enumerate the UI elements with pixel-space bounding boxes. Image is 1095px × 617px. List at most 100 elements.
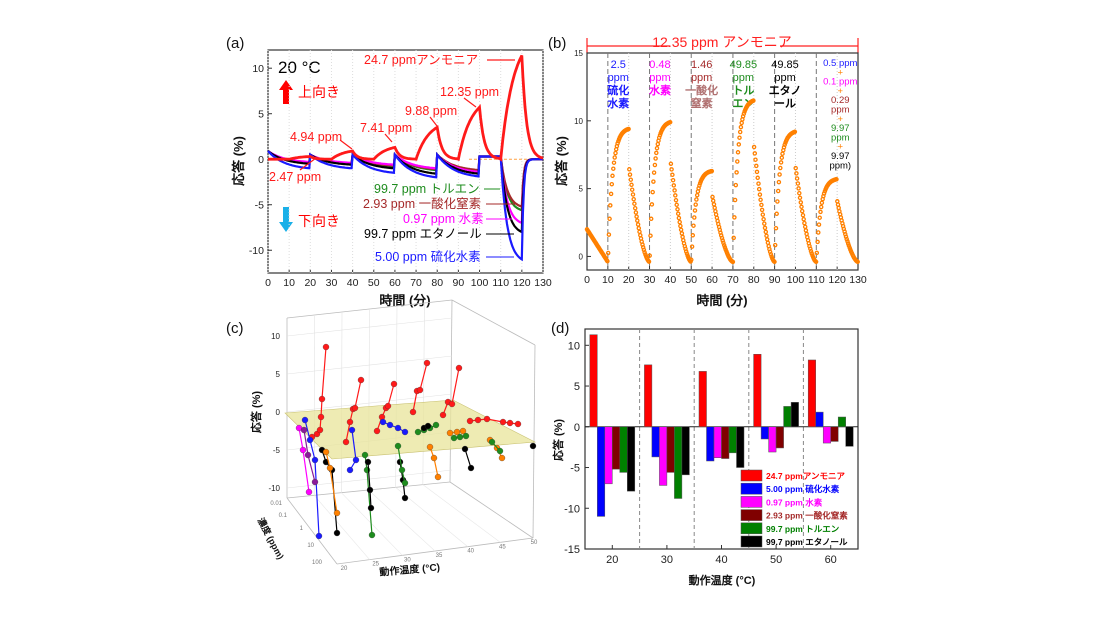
data-point	[754, 169, 760, 175]
data-point	[651, 170, 657, 175]
data-point	[672, 188, 677, 193]
data-point	[709, 168, 715, 174]
data-point	[721, 242, 727, 248]
bar	[790, 402, 799, 428]
y-tick-label: 15	[574, 49, 583, 58]
series-line	[298, 427, 310, 493]
panel-a: (a) 20 °C 上向き 下向き 0 10 20 30 40 50 60 70 80 90 100…	[226, 35, 552, 308]
temperature-tick-label: 45	[499, 544, 506, 550]
mixture-label-line: ppm	[691, 72, 712, 84]
panel-b-label: (b)	[548, 35, 566, 52]
data-point	[752, 151, 758, 156]
data-point	[311, 478, 319, 486]
bar	[698, 371, 707, 428]
ammonia-arrow-5	[463, 97, 477, 108]
mixture-label-line: ppm	[649, 72, 670, 84]
data-point	[756, 186, 762, 192]
ethanol-label: 99.7 ppm エタノール	[364, 227, 482, 241]
data-point	[653, 156, 658, 161]
data-point	[834, 177, 839, 182]
x-tick-label: 0	[584, 274, 590, 286]
data-point	[671, 183, 677, 188]
data-point	[652, 162, 658, 168]
data-point	[735, 150, 741, 155]
x-tick-label: 0	[265, 277, 271, 289]
data-point	[758, 197, 763, 203]
gridline	[341, 311, 343, 493]
ammonia-arrow-4	[429, 116, 438, 127]
bar	[783, 406, 792, 428]
data-point	[496, 447, 504, 455]
data-point	[626, 126, 631, 132]
data-point	[782, 142, 787, 148]
data-point	[673, 197, 679, 203]
data-point	[711, 202, 717, 207]
mixture-label-line: トル	[732, 84, 754, 97]
data-point	[762, 221, 767, 226]
bar	[644, 364, 653, 428]
data-point	[299, 446, 307, 454]
data-point	[776, 179, 782, 185]
data-point	[763, 229, 769, 235]
ammonia-label-5: 12.35 ppm	[440, 85, 499, 99]
mixture-label-line: +	[837, 67, 843, 78]
box-edge	[286, 497, 338, 565]
concentration-tick-label: 0.01	[270, 501, 282, 507]
hydrogen-label: 0.97 ppm 水素	[403, 212, 484, 226]
mixture-label-line: エタノ	[769, 84, 802, 97]
data-point	[401, 494, 409, 502]
data-point	[768, 252, 774, 257]
data-point	[606, 232, 612, 237]
data-point	[818, 209, 823, 215]
gridline	[286, 317, 453, 337]
data-point	[692, 215, 697, 220]
x-tick-label: 10	[602, 274, 614, 286]
panel-b: (b) 12.35 ppm アンモニア 0 10 20 30 40 50 60 70 80 90 1…	[548, 34, 867, 308]
z-tick-label: 5	[276, 370, 281, 379]
data-point	[637, 229, 642, 235]
x-tick-label: 20	[606, 554, 618, 566]
data-point	[453, 428, 461, 436]
data-point	[775, 199, 780, 204]
data-point	[632, 201, 637, 206]
data-point	[816, 230, 821, 235]
data-point	[467, 464, 475, 472]
data-point	[759, 202, 764, 208]
mixture-label-line: 49.85	[730, 59, 758, 71]
ammonia-arrow-1	[299, 157, 317, 171]
data-point	[608, 191, 614, 197]
legend-label: 0.97 ppm 水素	[766, 497, 823, 507]
x-tick-label: 30	[644, 274, 656, 286]
y-tick-label: 0	[258, 154, 264, 166]
bar	[627, 426, 636, 492]
x-tick-label: 100	[787, 274, 805, 286]
legend-swatch	[740, 469, 763, 482]
data-point	[352, 456, 360, 464]
data-point	[845, 241, 851, 246]
data-point	[634, 214, 639, 219]
mixture-label-line: ール	[774, 98, 796, 110]
data-point	[677, 219, 682, 225]
data-point	[730, 259, 736, 265]
mixture-label-line: 一酸化	[685, 83, 718, 97]
x-tick-label: 70	[410, 277, 422, 289]
data-point	[610, 173, 615, 179]
concentration-tick-label: 100	[312, 560, 323, 566]
x-tick-label: 30	[661, 554, 673, 566]
mixture-label-line: 水素	[649, 83, 671, 97]
data-point	[364, 458, 372, 466]
data-point	[424, 422, 432, 430]
data-point	[678, 223, 683, 229]
temperature-label: 20 °C	[278, 58, 321, 77]
data-point	[456, 433, 464, 441]
y-tick-label: 5	[579, 185, 584, 194]
data-point	[797, 195, 803, 201]
data-point	[794, 176, 800, 181]
data-point	[426, 443, 434, 451]
data-point	[667, 119, 673, 125]
data-point	[379, 418, 387, 426]
data-point	[654, 145, 660, 151]
data-point	[649, 202, 655, 207]
mixture-label-line: 硫化	[607, 83, 629, 97]
